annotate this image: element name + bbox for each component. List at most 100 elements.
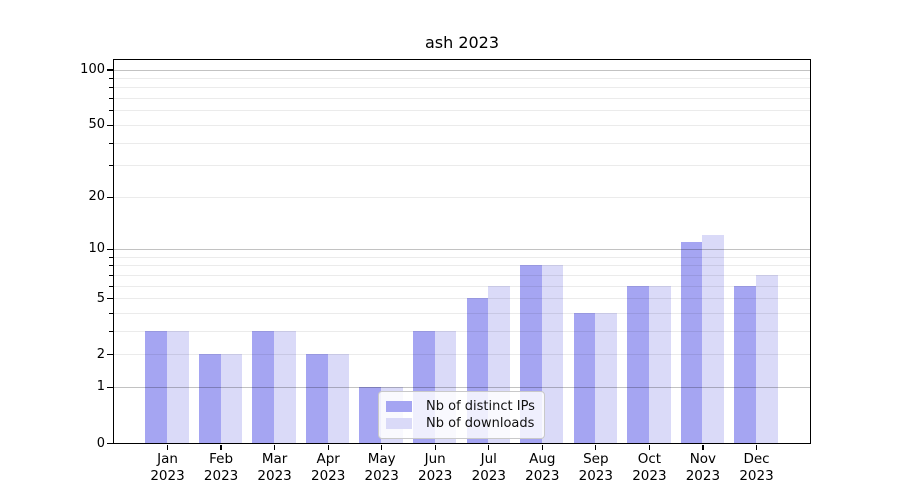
x-axis-tick-mark-may xyxy=(381,445,383,450)
y-axis-tick-label-1: 1 xyxy=(96,379,105,395)
gridline-major-10 xyxy=(113,248,810,250)
x-axis-tick-mark-feb xyxy=(220,445,222,450)
y-axis-minor-tick-mark-80 xyxy=(109,87,113,89)
x-axis-tick-label-sep: Sep 2023 xyxy=(564,451,628,485)
y-axis-tick-mark-5 xyxy=(106,297,113,300)
gridline-minor-40 xyxy=(113,142,810,144)
x-axis-tick-label-nov: Nov 2023 xyxy=(671,451,735,485)
x-tick-year-text: 2023 xyxy=(471,468,506,484)
x-tick-year-text: 2023 xyxy=(203,468,239,484)
x-axis-tick-mark-dec xyxy=(755,445,758,450)
plot-area xyxy=(112,58,811,444)
y-axis-tick-label-5: 5 xyxy=(96,290,105,306)
y-axis-minor-tick-mark-6 xyxy=(109,285,113,287)
gridline-minor-90 xyxy=(113,77,810,79)
bar-downloads-nov xyxy=(702,235,725,443)
y-axis-tick-label-10: 10 xyxy=(88,241,105,257)
legend-swatch-downloads xyxy=(386,418,412,429)
y-axis-minor-tick-mark-70 xyxy=(109,98,113,99)
gridline-minor-50 xyxy=(113,124,810,126)
y-axis-tick-mark-100 xyxy=(106,69,113,71)
gridline-minor-2 xyxy=(113,354,810,356)
x-tick-year-text: 2023 xyxy=(525,468,560,484)
y-axis-tick-mark-50 xyxy=(106,124,113,126)
bar-downloads-feb xyxy=(220,354,243,443)
x-axis-tick-label-feb: Feb 2023 xyxy=(189,451,253,485)
legend-label-downloads: Nb of downloads xyxy=(426,416,535,431)
x-axis-tick-label-jul: Jul 2023 xyxy=(457,451,521,485)
x-tick-month-text: Jun xyxy=(424,451,446,467)
x-axis-tick-mark-mar xyxy=(274,445,276,450)
bar-downloads-apr xyxy=(327,354,350,443)
x-axis-tick-mark-aug xyxy=(541,445,543,450)
legend-item-downloads: Nb of downloads xyxy=(386,417,536,430)
y-axis-minor-tick-mark-30 xyxy=(109,165,113,167)
bar-distinct-ips-nov xyxy=(680,241,703,443)
y-axis-tick-mark-20 xyxy=(106,196,113,198)
x-axis-tick-label-oct: Oct 2023 xyxy=(617,451,681,485)
x-tick-month-text: Jan xyxy=(157,451,178,467)
bar-downloads-dec xyxy=(755,274,778,443)
gridline-minor-80 xyxy=(113,87,810,89)
y-axis-minor-tick-mark-8 xyxy=(109,265,113,267)
x-axis-tick-mark-nov xyxy=(702,445,704,450)
x-tick-month-text: Aug xyxy=(529,451,556,467)
gridline-minor-8 xyxy=(113,265,810,267)
y-axis-minor-tick-mark-90 xyxy=(109,77,113,79)
y-axis-tick-mark-10 xyxy=(106,248,113,251)
x-axis-tick-label-may: May 2023 xyxy=(350,451,414,485)
x-axis-tick-label-dec: Dec 2023 xyxy=(725,451,789,485)
gridline-minor-60 xyxy=(113,110,810,112)
y-axis-tick-mark-1 xyxy=(106,386,113,389)
y-axis-tick-label-100: 100 xyxy=(80,62,105,77)
bar-distinct-ips-jan xyxy=(145,330,168,443)
gridline-minor-7 xyxy=(113,274,810,276)
legend-swatch-distinct-ips xyxy=(386,401,412,412)
bar-distinct-ips-oct xyxy=(627,285,649,443)
x-tick-year-text: 2023 xyxy=(311,468,346,484)
y-axis-tick-label-0: 0 xyxy=(96,435,105,451)
x-tick-month-text: Mar xyxy=(261,451,288,467)
y-axis-tick-label-20: 20 xyxy=(88,189,105,205)
x-axis-tick-label-aug: Aug 2023 xyxy=(510,451,574,485)
gridline-major-100 xyxy=(113,69,810,71)
x-tick-year-text: 2023 xyxy=(418,468,453,484)
bar-distinct-ips-feb xyxy=(198,354,221,443)
y-axis-minor-tick-mark-4 xyxy=(109,312,113,314)
bar-distinct-ips-mar xyxy=(252,330,275,443)
legend: Nb of distinct IPs Nb of downloads xyxy=(378,391,545,439)
bar-distinct-ips-apr xyxy=(305,354,328,443)
x-axis-tick-label-jun: Jun 2023 xyxy=(403,451,467,485)
gridline-minor-20 xyxy=(113,196,810,198)
x-tick-year-text: 2023 xyxy=(685,468,721,484)
x-tick-month-text: Jul xyxy=(480,451,497,467)
x-tick-month-text: Sep xyxy=(583,451,609,467)
x-tick-month-text: Dec xyxy=(743,451,770,467)
gridline-minor-30 xyxy=(113,165,810,167)
x-axis-tick-mark-jul xyxy=(488,445,490,450)
gridline-minor-6 xyxy=(113,285,810,287)
bar-downloads-oct xyxy=(648,285,671,443)
x-axis-tick-mark-jan xyxy=(166,445,169,450)
chart-title: ash 2023 xyxy=(424,33,500,52)
x-axis-tick-label-jan: Jan 2023 xyxy=(136,451,200,485)
y-axis-minor-tick-mark-40 xyxy=(109,142,113,144)
x-tick-year-text: 2023 xyxy=(739,468,774,484)
legend-label-distinct-ips: Nb of distinct IPs xyxy=(426,399,535,414)
bar-downloads-jan xyxy=(167,330,189,443)
x-tick-month-text: Feb xyxy=(209,451,234,467)
gridline-major-1 xyxy=(113,386,810,388)
y-axis-tick-mark-2 xyxy=(106,353,113,356)
bar-downloads-mar xyxy=(274,330,296,443)
x-tick-year-text: 2023 xyxy=(150,468,185,484)
x-tick-month-text: Nov xyxy=(689,451,717,467)
x-axis-tick-mark-apr xyxy=(327,445,329,450)
gridline-minor-70 xyxy=(113,98,810,99)
x-tick-year-text: 2023 xyxy=(632,468,667,484)
x-tick-year-text: 2023 xyxy=(257,468,292,484)
bar-distinct-ips-sep xyxy=(573,312,596,443)
y-axis-tick-label-50: 50 xyxy=(88,117,105,133)
bar-downloads-sep xyxy=(595,312,618,443)
gridline-minor-9 xyxy=(113,256,810,258)
